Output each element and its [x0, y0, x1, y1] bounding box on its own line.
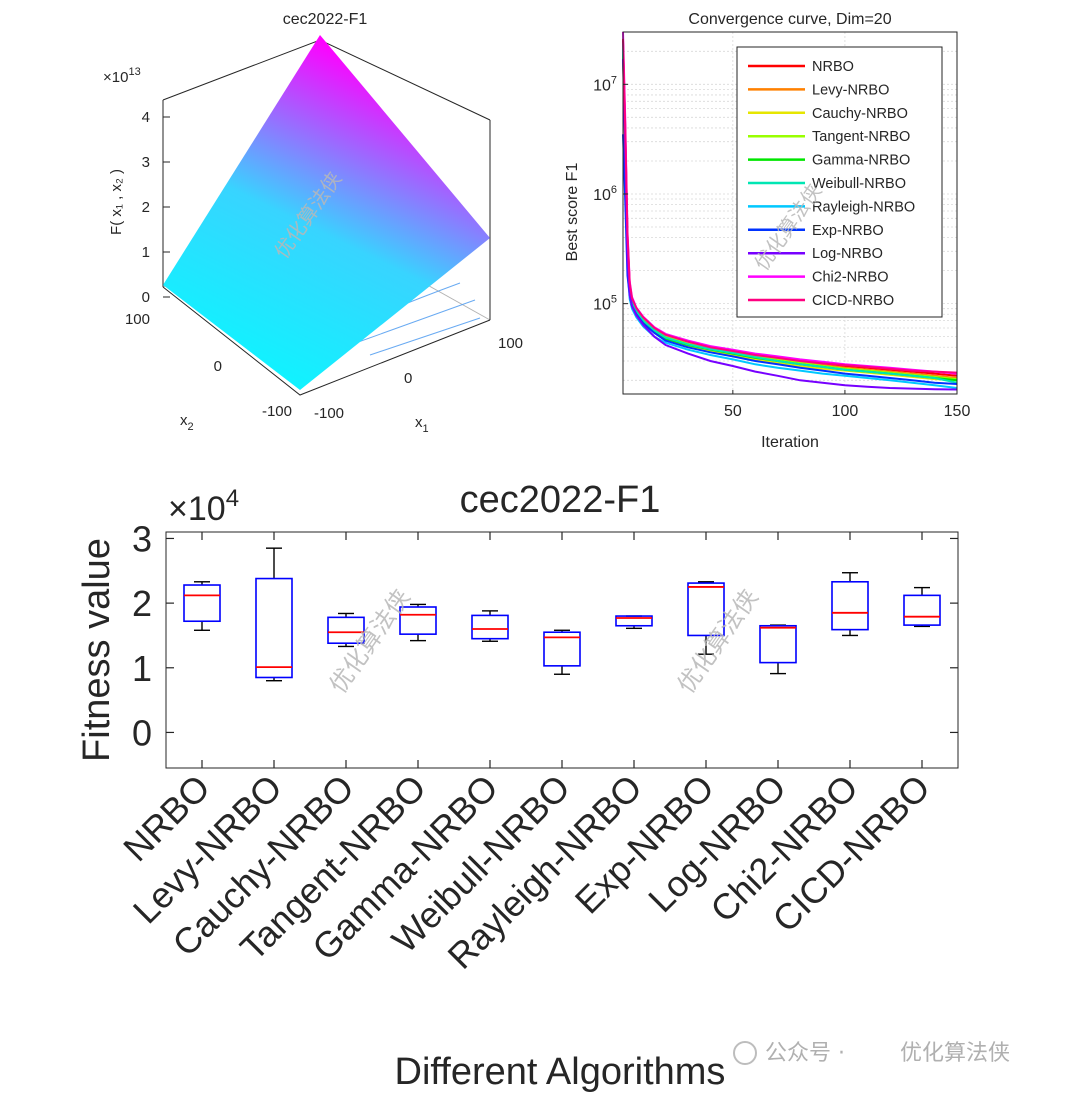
box-title: cec2022-F1 — [460, 479, 661, 521]
legend-label-rayleigh-nrbo: Rayleigh-NRBO — [812, 199, 915, 215]
conv-legend: NRBO Levy-NRBO Cauchy-NRBO Tangent-NRBO Gamm… — [736, 46, 943, 318]
legend-label-weibull-nrbo: Weibull-NRBO — [812, 176, 906, 192]
surface-x-label: x1 — [415, 414, 429, 435]
box-x-label: Different Algorithms — [395, 1051, 726, 1093]
svg-text:3: 3 — [142, 154, 150, 171]
box-body — [903, 594, 941, 626]
box-levy-nrbo — [255, 547, 293, 682]
surface-y-ticks: 100 0 -100 — [125, 311, 292, 420]
box-body — [543, 631, 581, 667]
box-exp-nrbo — [687, 581, 725, 655]
conv-title: Convergence curve, Dim=20 — [688, 11, 891, 28]
conv-x-tick-label: 100 — [832, 403, 859, 420]
box-items — [183, 547, 941, 682]
box-body — [471, 614, 509, 640]
box-log-nrbo — [759, 624, 797, 675]
wechat-prefix: 公众号 · — [765, 1041, 845, 1066]
svg-text:-100: -100 — [314, 405, 344, 422]
box-y-label: Fitness value — [76, 538, 118, 762]
svg-text:2: 2 — [142, 199, 150, 216]
box-multiplier: ×104 — [168, 485, 239, 528]
svg-text:0: 0 — [404, 370, 412, 387]
box-y-tick-label: 2 — [132, 583, 152, 624]
conv-axes-box — [622, 31, 958, 395]
svg-text:4: 4 — [142, 109, 150, 126]
surface-x-ticks: -100 0 100 — [314, 335, 523, 422]
box-body — [399, 606, 437, 635]
box-x-ticks: NRBOLevy-NRBOCauchy-NRBOTangent-NRBOGamm… — [115, 532, 938, 977]
svg-text:-100: -100 — [262, 403, 292, 420]
legend-label-cauchy-nrbo: Cauchy-NRBO — [812, 106, 908, 122]
wechat-icon — [733, 1041, 757, 1065]
svg-text:100: 100 — [125, 311, 150, 328]
boxplot: cec2022-F1 ×104 0 1 2 3 NRBOLevy-NRBOCauchy… — [76, 479, 959, 1093]
legend-label-cicd-nrbo: CICD-NRBO — [812, 293, 894, 309]
box-chi2-nrbo — [831, 572, 869, 637]
conv-y-tick-label: 105 — [593, 294, 617, 314]
legend-label-tangent-nrbo: Tangent-NRBO — [812, 129, 910, 145]
surface-y-label: x2 — [180, 412, 194, 433]
conv-series-cicd-nrbo — [622, 38, 958, 374]
surface-z-ticks: 0 1 2 3 4 — [142, 109, 170, 306]
conv-lines — [622, 31, 958, 391]
box-body — [255, 577, 293, 679]
conv-x-tick-label: 50 — [724, 403, 742, 420]
box-body — [327, 616, 365, 645]
box-y-tick-label: 3 — [132, 518, 152, 559]
svg-text:0: 0 — [214, 358, 222, 375]
box-cauchy-nrbo — [327, 612, 365, 648]
box-y-ticks: 0 1 2 3 — [132, 518, 958, 753]
legend-label-gamma-nrbo: Gamma-NRBO — [812, 153, 910, 169]
legend-label-nrbo: NRBO — [812, 59, 854, 75]
box-rayleigh-nrbo — [615, 615, 653, 630]
box-gamma-nrbo — [471, 610, 509, 642]
box-body — [759, 624, 797, 664]
convergence-plot: Convergence curve, Dim=20 50 100 150 105 106… — [564, 11, 970, 451]
surface-z-label: F( x₁ , x₂ ) — [108, 169, 125, 235]
box-y-tick-label: 0 — [132, 712, 152, 753]
surface-mesh — [163, 35, 490, 390]
box-body — [615, 615, 653, 627]
box-tangent-nrbo — [399, 603, 437, 642]
box-body — [831, 580, 869, 631]
conv-series-log-nrbo — [622, 59, 958, 391]
surface-z-multiplier: ×1013 — [103, 66, 141, 86]
conv-ticks: 50 100 150 105 106 107 — [593, 74, 970, 420]
wechat-watermark: 公众号 · 优化算法侠 — [733, 1041, 1010, 1066]
watermark-4: 优化算法侠 — [672, 584, 764, 698]
watermark-3: 优化算法侠 — [324, 584, 416, 698]
box-body — [687, 582, 725, 637]
conv-y-tick-label: 107 — [593, 74, 617, 94]
svg-text:0: 0 — [142, 289, 150, 306]
svg-text:100: 100 — [498, 335, 523, 352]
box-nrbo — [183, 581, 221, 631]
surface-plot: cec2022-F1 ×1013 0 1 2 3 4 100 0 -100 — [103, 11, 523, 435]
legend-label-levy-nrbo: Levy-NRBO — [812, 82, 889, 98]
box-y-tick-label: 1 — [132, 648, 152, 689]
box-cicd-nrbo — [903, 586, 941, 628]
wechat-name: 优化算法侠 — [900, 1041, 1010, 1066]
box-axes-box — [165, 531, 959, 769]
conv-x-label: Iteration — [761, 434, 819, 451]
legend-label-log-nrbo: Log-NRBO — [812, 246, 883, 262]
legend-label-chi2-nrbo: Chi2-NRBO — [812, 270, 889, 286]
conv-y-tick-label: 106 — [593, 184, 617, 204]
svg-text:1: 1 — [142, 244, 150, 261]
surface-title: cec2022-F1 — [283, 11, 368, 28]
box-body — [183, 584, 221, 623]
box-weibull-nrbo — [543, 629, 581, 675]
surface-box-front — [162, 286, 491, 396]
legend-label-exp-nrbo: Exp-NRBO — [812, 223, 884, 239]
conv-x-tick-label: 150 — [944, 403, 971, 420]
conv-y-label: Best score F1 — [564, 163, 581, 262]
